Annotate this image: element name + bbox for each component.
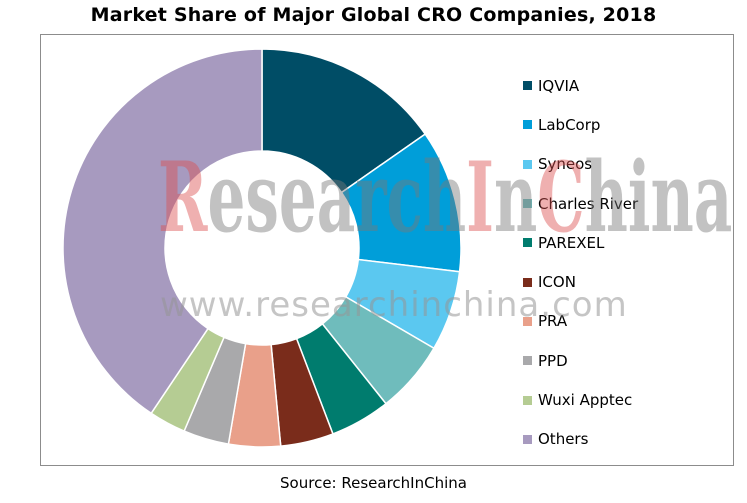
slice-iqvia — [261, 48, 427, 194]
legend-swatch — [523, 316, 532, 326]
legend-swatch — [523, 395, 532, 405]
legend-item: PAREXEL — [523, 223, 638, 262]
legend-swatch — [523, 159, 532, 169]
legend-swatch — [523, 238, 532, 248]
legend-item: Others — [523, 420, 638, 459]
legend-label: PAREXEL — [538, 233, 605, 252]
watermark-logo: ResearchInChina — [158, 141, 733, 254]
legend-label: LabCorp — [538, 115, 601, 134]
legend-swatch — [523, 81, 532, 91]
legend-label: Wuxi Apptec — [538, 391, 633, 410]
legend-swatch — [523, 277, 532, 287]
legend-label: ICON — [538, 273, 576, 292]
legend-swatch — [523, 199, 532, 209]
legend-swatch — [523, 356, 532, 366]
chart-source: Source: ResearchInChina — [280, 474, 467, 492]
legend-item: PPD — [523, 341, 638, 380]
chart-legend: IQVIA LabCorp Syneos Charles River PAREXEL IC… — [523, 66, 638, 459]
legend-label: PPD — [538, 351, 568, 370]
legend-label: Charles River — [538, 194, 639, 213]
legend-label: PRA — [538, 312, 568, 331]
legend-swatch — [523, 434, 532, 444]
donut-chart — [62, 48, 462, 448]
legend-item: LabCorp — [523, 105, 638, 144]
legend-label: Others — [538, 430, 589, 449]
legend-item: Wuxi Apptec — [523, 380, 638, 419]
legend-label: IQVIA — [538, 76, 580, 95]
watermark-url: www.researchinchina.com — [160, 285, 628, 325]
legend-item: Syneos — [523, 145, 638, 184]
legend-item: Charles River — [523, 184, 638, 223]
legend-item: IQVIA — [523, 66, 638, 105]
chart-frame — [40, 34, 734, 466]
legend-label: Syneos — [538, 155, 593, 174]
legend-item: ICON — [523, 262, 638, 301]
legend-item: PRA — [523, 302, 638, 341]
legend-swatch — [523, 120, 532, 130]
chart-title: Market Share of Major Global CRO Compani… — [90, 4, 657, 26]
slice-others — [62, 48, 263, 415]
